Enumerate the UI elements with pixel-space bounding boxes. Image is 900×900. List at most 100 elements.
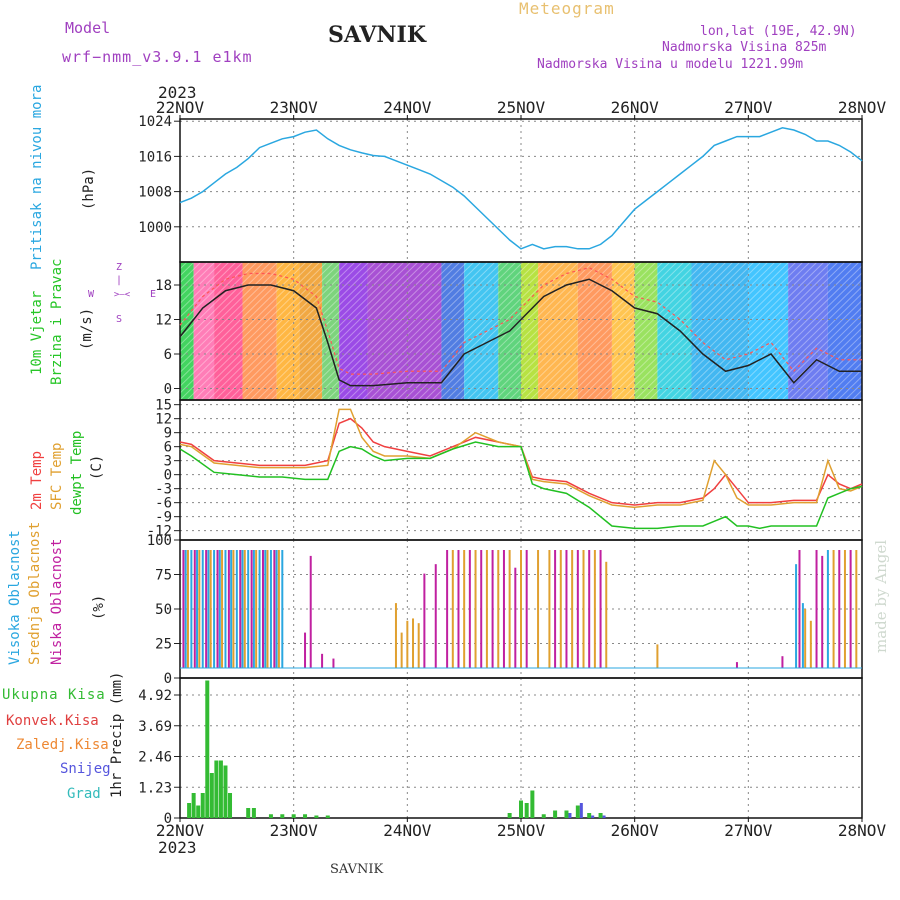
mid-cloud-bar bbox=[266, 550, 269, 668]
mid-cloud-bar bbox=[537, 550, 540, 668]
high-cloud-bar bbox=[795, 564, 798, 668]
y-tick-label: 75 bbox=[155, 568, 172, 584]
low-cloud-bar bbox=[588, 550, 591, 668]
model-altitude: Nadmorska Visina u modelu 1221.99m bbox=[537, 57, 804, 72]
low-cloud-bar bbox=[838, 550, 841, 668]
precip-total-bar bbox=[314, 815, 319, 818]
year-bottom: 2023 bbox=[158, 838, 197, 857]
low-cloud-bar bbox=[480, 550, 483, 668]
high-cloud-bar bbox=[247, 550, 250, 668]
mid-cloud-bar bbox=[571, 550, 574, 668]
mid-cloud-bar bbox=[417, 623, 420, 668]
wind-barb bbox=[690, 261, 832, 401]
x-tick-label-bottom: 26NOV bbox=[611, 821, 660, 840]
y-tick-label: 3 bbox=[164, 454, 172, 470]
high-cloud-bar bbox=[218, 550, 221, 668]
y-tick-label: 100 bbox=[147, 533, 172, 549]
wind-barb bbox=[221, 261, 363, 401]
mid-cloud-bar bbox=[406, 620, 409, 668]
mid-cloud-bar bbox=[656, 644, 659, 668]
high-cloud-bar bbox=[224, 550, 227, 668]
mid-cloud-bar bbox=[198, 550, 201, 668]
precip-total-bar bbox=[530, 790, 535, 818]
mid-cloud-bar bbox=[463, 550, 466, 668]
wind-barb bbox=[368, 261, 510, 401]
mid-cloud-bar bbox=[809, 620, 812, 668]
x-tick-label-top: 24NOV bbox=[383, 98, 432, 117]
mid-cloud-bar bbox=[412, 618, 415, 668]
wind-barb bbox=[46, 261, 188, 401]
precip-total-bar bbox=[564, 810, 569, 818]
y-tick-label: 6 bbox=[164, 347, 172, 363]
wind-barb bbox=[277, 261, 419, 401]
wind-barb-band bbox=[521, 262, 539, 400]
wind-barb-band bbox=[788, 262, 828, 400]
y-tick-label: -12 bbox=[147, 524, 172, 540]
wind-barb bbox=[515, 261, 657, 401]
low-cloud-bar bbox=[798, 550, 801, 668]
y-tick-label: 25 bbox=[155, 637, 172, 653]
wind-barb bbox=[284, 261, 426, 401]
wind-barb bbox=[851, 351, 900, 401]
low-cloud-bar bbox=[821, 555, 824, 668]
wind-barb bbox=[179, 261, 321, 401]
wind-barb bbox=[403, 261, 545, 401]
wind-barb bbox=[816, 317, 900, 401]
precip-total-bar bbox=[325, 815, 330, 818]
legend-total: Ukupna Kisa bbox=[2, 687, 106, 703]
mid-cloud-bar bbox=[843, 550, 846, 668]
x-tick-label-top: 27NOV bbox=[724, 98, 773, 117]
low-cloud-bar bbox=[565, 550, 568, 668]
precip-total-bar bbox=[268, 814, 273, 818]
wind-barb bbox=[739, 261, 881, 401]
wind-barb bbox=[319, 261, 461, 401]
y-tick-label: 18 bbox=[155, 278, 172, 294]
lonlat: lon,lat (19E, 42.9N) bbox=[700, 24, 857, 39]
low-cloud-bar bbox=[446, 550, 449, 668]
low-cloud-bar bbox=[468, 550, 471, 668]
wind-barb bbox=[193, 261, 335, 401]
legend-graupel: Grad bbox=[67, 786, 101, 802]
low-cloud-bar bbox=[457, 550, 460, 668]
wind-barb bbox=[235, 261, 377, 401]
y-tick-label: 15 bbox=[155, 398, 172, 414]
model-name: wrf−nmm_v3.9.1 e1km bbox=[62, 48, 253, 66]
y-tick-label: 1.23 bbox=[138, 780, 172, 796]
footer-station: SAVNIK bbox=[330, 862, 384, 877]
mid-cloud-bar bbox=[508, 550, 511, 668]
wind-barb bbox=[74, 261, 216, 401]
wind-barb bbox=[536, 261, 678, 401]
y-tick-label: 50 bbox=[155, 602, 172, 618]
wind-barb bbox=[809, 310, 900, 401]
high-cloud-bar bbox=[826, 550, 829, 668]
wind-barb bbox=[571, 261, 713, 401]
wind-barb bbox=[830, 331, 900, 401]
wind-barb bbox=[200, 261, 342, 401]
high-cloud-bar bbox=[275, 550, 278, 668]
mid-cloud-bar bbox=[474, 550, 477, 668]
wind-barb bbox=[802, 303, 900, 401]
precip-snow-bar bbox=[591, 815, 595, 818]
high-cloud-bar bbox=[801, 603, 804, 668]
wind-barb bbox=[410, 261, 552, 401]
mid-cloud-bar bbox=[582, 550, 585, 668]
precip-total-bar bbox=[524, 803, 529, 818]
low-cloud-bar bbox=[502, 550, 505, 668]
wind-barb bbox=[263, 261, 405, 401]
x-tick-label-bottom: 28NOV bbox=[838, 821, 887, 840]
wind-barb bbox=[228, 261, 370, 401]
temp-sfc-line bbox=[179, 408, 863, 509]
low-cloud-bar bbox=[193, 550, 196, 668]
wind-barb bbox=[116, 261, 258, 401]
wind-barb bbox=[774, 276, 900, 401]
mid-cloud-bar bbox=[804, 609, 807, 668]
low-cloud-bar bbox=[261, 550, 264, 668]
wind-barb-band bbox=[441, 262, 465, 400]
wind-barb bbox=[270, 261, 412, 401]
y-tick-label: 1000 bbox=[138, 220, 172, 236]
legend-snow: Snijeg bbox=[60, 761, 111, 777]
y-tick-label: 2.46 bbox=[138, 750, 172, 766]
wind-speed-line bbox=[179, 278, 862, 387]
precip-total-bar bbox=[251, 808, 256, 818]
wind-barb bbox=[494, 261, 636, 401]
